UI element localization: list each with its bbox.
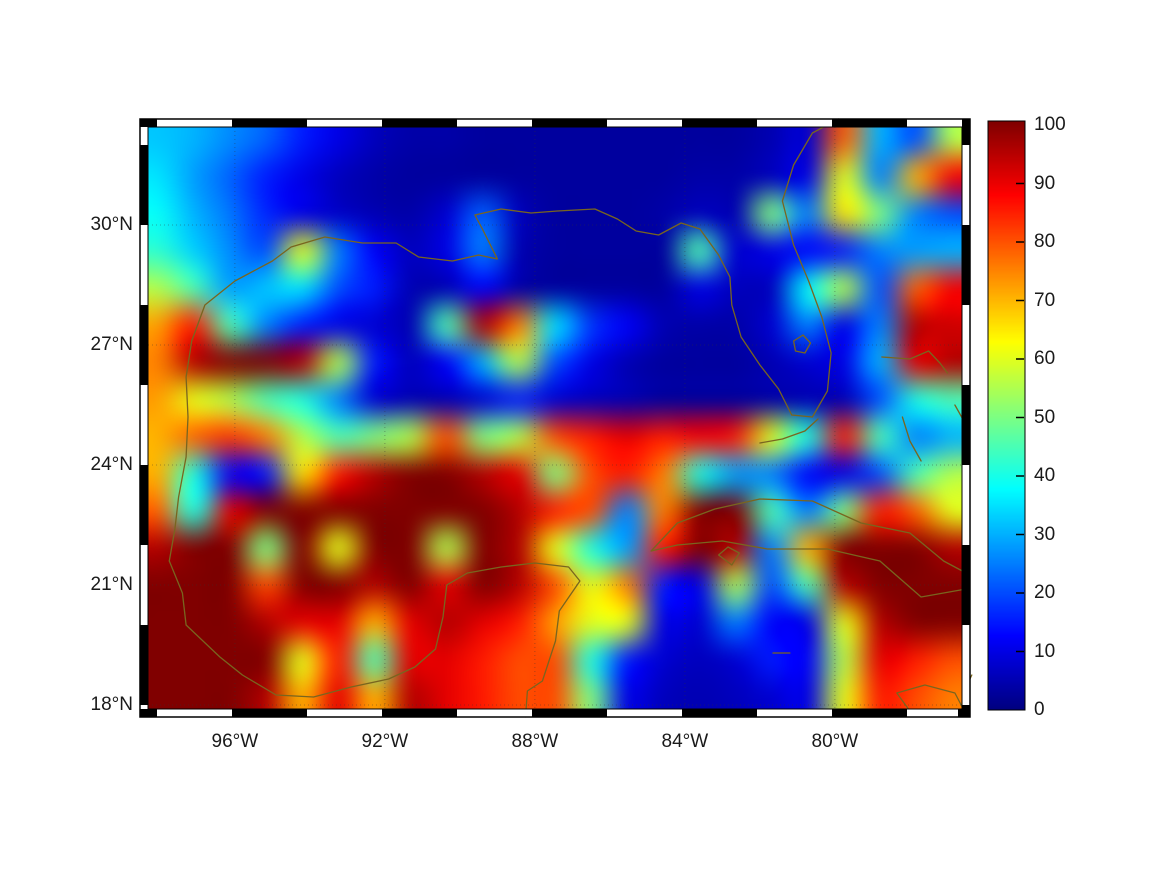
heatmap-plot-area <box>148 127 962 709</box>
frame-band-top <box>140 119 970 127</box>
frame-block <box>232 119 307 127</box>
colorbar-tick-label: 80 <box>1034 231 1056 252</box>
lat-tick-label: 30°N <box>90 214 133 235</box>
colorbar-tick-label: 40 <box>1034 465 1056 486</box>
coastline <box>963 674 973 712</box>
frame-block <box>962 545 970 625</box>
lat-tick-label: 21°N <box>90 574 133 595</box>
colorbar-tick-label: 50 <box>1034 406 1056 428</box>
lon-tick-label: 88°W <box>511 731 559 752</box>
frame-block <box>140 305 148 385</box>
colorbar-gradient <box>988 121 1025 710</box>
lon-tick-label: 80°W <box>811 731 859 752</box>
frame-block <box>140 119 157 127</box>
frame-block <box>140 465 148 545</box>
frame-band-right <box>962 119 970 717</box>
colorbar-tick-label: 60 <box>1034 348 1056 369</box>
lon-tick-label: 96°W <box>211 731 259 752</box>
frame-block <box>682 709 757 717</box>
colorbar-tick-label: 100 <box>1034 114 1066 135</box>
colorbar-tick-label: 0 <box>1034 699 1045 720</box>
frame-block <box>682 119 757 127</box>
lon-tick-label: 84°W <box>661 731 709 752</box>
lat-tick-label: 27°N <box>90 334 133 355</box>
frame-block <box>382 119 457 127</box>
frame-block <box>962 119 970 145</box>
frame-block <box>958 709 970 717</box>
colorbar-tick-label: 70 <box>1034 289 1056 311</box>
colorbar-tick-label: 20 <box>1034 582 1056 603</box>
frame-block <box>532 119 607 127</box>
frame-block <box>140 145 148 225</box>
frame-block <box>962 705 970 717</box>
frame-block <box>832 709 907 717</box>
frame-block <box>962 225 970 305</box>
frame-block <box>140 709 157 717</box>
frame-block <box>232 709 307 717</box>
colorbar-tick-label: 30 <box>1034 523 1056 545</box>
colorbar-tick-label: 90 <box>1034 172 1056 194</box>
frame-band-bottom <box>140 709 970 717</box>
frame-block <box>962 385 970 465</box>
lat-tick-label: 24°N <box>90 454 133 475</box>
frame-block <box>140 625 148 705</box>
frame-block <box>532 709 607 717</box>
frame-block <box>382 709 457 717</box>
colorbar-tick-label: 10 <box>1034 640 1056 662</box>
frame-band-left <box>140 119 148 717</box>
lat-tick-label: 18°N <box>90 694 133 715</box>
frame-block <box>832 119 907 127</box>
lon-tick-label: 92°W <box>361 731 409 752</box>
